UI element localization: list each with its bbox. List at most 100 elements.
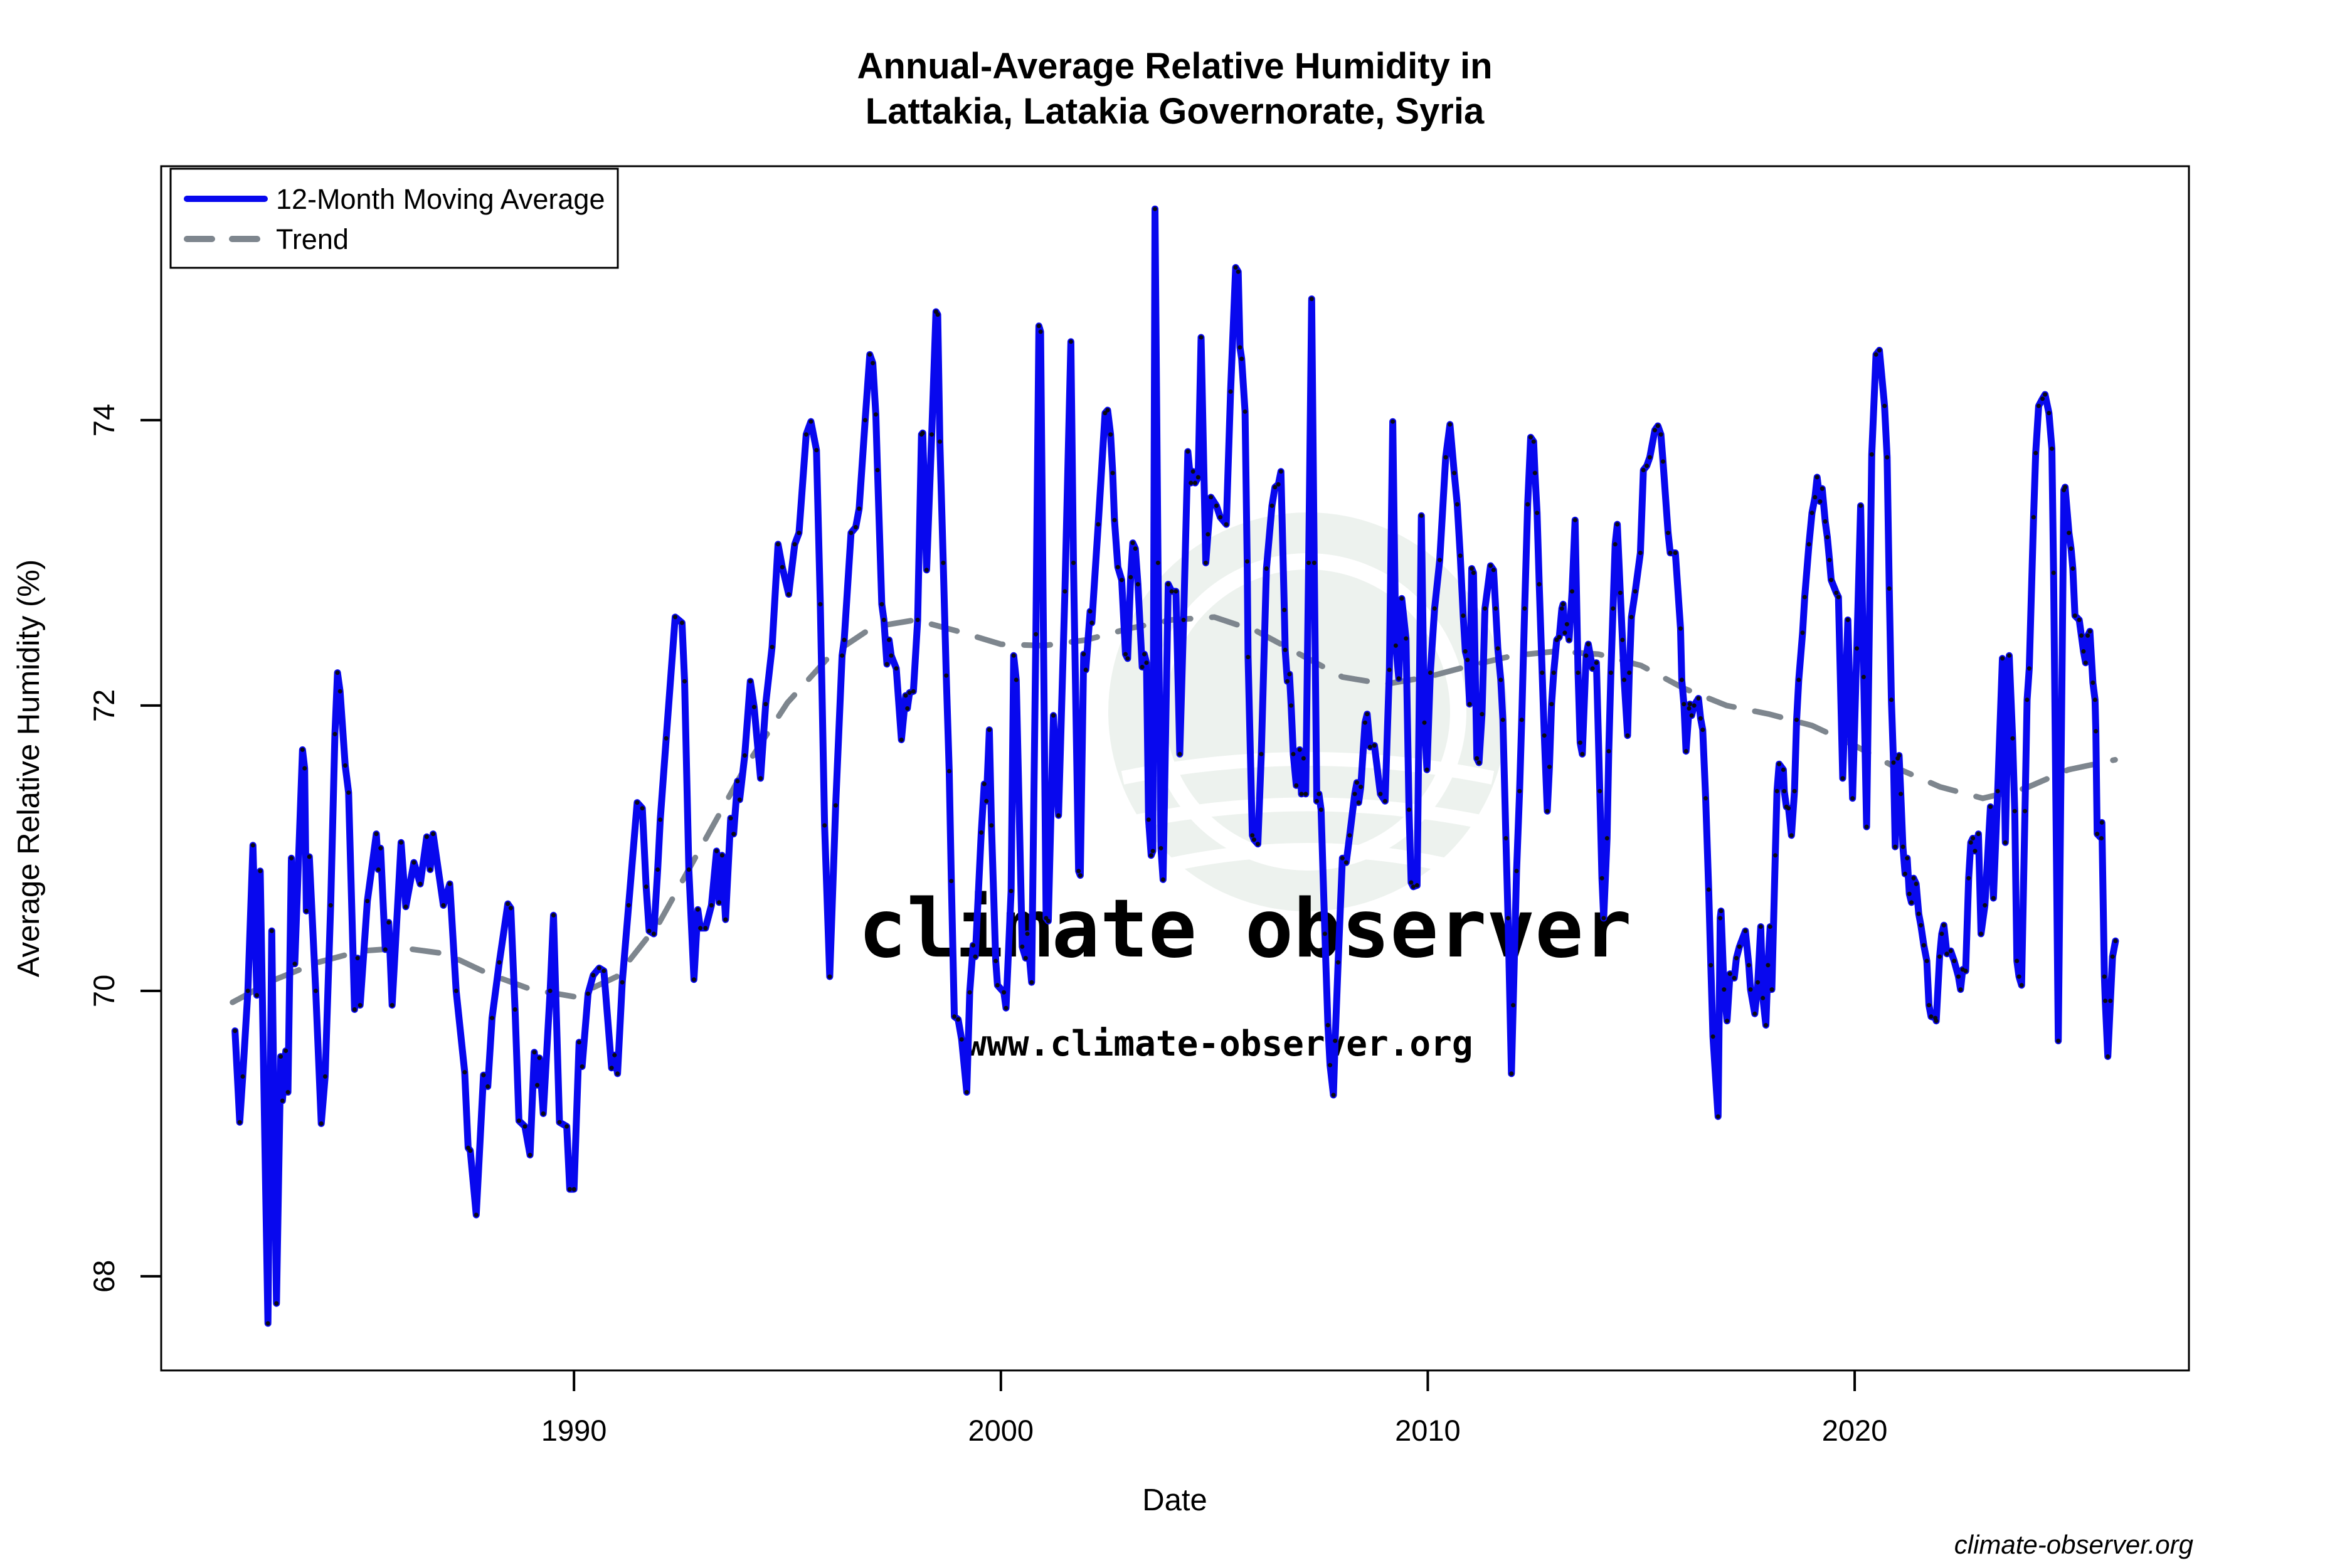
data-point-marker xyxy=(887,637,891,642)
data-point-marker xyxy=(319,1121,324,1126)
data-point-marker xyxy=(1036,324,1041,329)
data-point-marker xyxy=(580,1064,585,1069)
data-point-marker xyxy=(735,779,740,783)
data-point-marker xyxy=(571,1187,576,1192)
data-point-marker xyxy=(1608,670,1613,675)
trend-line xyxy=(230,614,2118,1005)
data-point-marker xyxy=(1613,542,1618,547)
data-point-marker xyxy=(1885,455,1890,460)
data-point-marker xyxy=(1679,677,1684,682)
data-point-marker xyxy=(1236,269,1241,274)
data-point-marker xyxy=(1316,792,1322,797)
data-point-marker xyxy=(1480,712,1485,717)
data-point-marker xyxy=(1599,876,1604,881)
data-point-marker xyxy=(2007,653,2011,658)
data-point-marker xyxy=(758,776,763,781)
data-point-marker xyxy=(1289,703,1294,708)
data-point-marker xyxy=(1166,582,1171,586)
data-point-marker xyxy=(2069,546,2074,551)
data-point-marker xyxy=(1135,582,1140,586)
data-point-marker xyxy=(1647,455,1652,460)
legend: 12-Month Moving Average Trend xyxy=(169,167,619,269)
data-point-marker xyxy=(1448,422,1453,427)
data-point-marker xyxy=(2090,681,2095,685)
data-point-marker xyxy=(949,879,954,884)
data-point-marker xyxy=(857,506,862,511)
data-point-marker xyxy=(1148,853,1153,858)
data-point-marker xyxy=(1020,944,1025,949)
data-point-marker xyxy=(1554,637,1559,642)
x-tick-label: 2010 xyxy=(1395,1414,1461,1447)
data-point-marker xyxy=(1678,626,1683,631)
data-point-marker xyxy=(1004,1005,1009,1010)
data-point-marker xyxy=(1108,432,1113,437)
data-point-marker xyxy=(300,747,305,752)
data-point-marker xyxy=(1806,542,1811,547)
data-point-marker xyxy=(1269,503,1274,508)
data-point-marker xyxy=(989,823,994,828)
data-point-marker xyxy=(541,1111,546,1116)
data-point-marker xyxy=(1792,788,1797,793)
data-point-marker xyxy=(1368,744,1372,750)
data-point-marker xyxy=(1158,845,1163,850)
data-point-marker xyxy=(1083,667,1088,672)
data-point-marker xyxy=(508,906,513,911)
data-point-marker xyxy=(374,832,379,837)
data-point-marker xyxy=(292,961,297,967)
data-point-marker xyxy=(2102,974,2107,979)
data-point-marker xyxy=(1796,677,1801,682)
data-point-marker xyxy=(376,867,381,872)
data-point-marker xyxy=(1517,788,1522,793)
data-point-marker xyxy=(647,928,652,933)
data-point-marker xyxy=(1794,718,1799,723)
data-point-marker xyxy=(1493,606,1498,611)
x-tick-label: 1990 xyxy=(541,1414,607,1447)
data-point-marker xyxy=(1889,697,1894,702)
data-point-marker xyxy=(1181,617,1186,622)
data-point-marker xyxy=(2063,485,2068,490)
data-point-marker xyxy=(2033,450,2038,455)
data-point-marker xyxy=(567,1187,572,1192)
data-point-marker xyxy=(849,531,854,536)
site-link[interactable]: climate-observer.org xyxy=(1954,1530,2193,1559)
data-point-marker xyxy=(1461,613,1466,618)
data-point-marker xyxy=(1160,877,1165,882)
data-point-marker xyxy=(924,568,929,573)
data-point-marker xyxy=(1301,756,1306,761)
data-point-marker xyxy=(714,849,719,854)
data-point-marker xyxy=(1396,676,1401,681)
data-point-marker xyxy=(1264,566,1269,571)
data-point-marker xyxy=(944,673,949,678)
data-point-marker xyxy=(1963,968,1968,973)
data-point-marker xyxy=(1809,511,1814,516)
data-point-marker xyxy=(930,432,934,437)
data-point-marker xyxy=(1306,560,1311,565)
data-point-marker xyxy=(1882,403,1887,408)
data-point-marker xyxy=(1195,475,1200,480)
data-point-marker xyxy=(1682,702,1687,707)
data-point-marker xyxy=(1782,788,1787,793)
data-point-marker xyxy=(982,781,987,787)
data-point-marker xyxy=(1393,643,1398,648)
data-point-marker xyxy=(1038,329,1043,334)
data-point-marker xyxy=(889,653,894,658)
data-point-marker xyxy=(1572,517,1577,522)
data-point-marker xyxy=(1944,951,1949,956)
data-point-marker xyxy=(1309,297,1314,302)
data-point-marker xyxy=(1438,558,1442,563)
data-point-marker xyxy=(1056,813,1061,818)
data-point-marker xyxy=(973,954,978,959)
x-axis-ticks: 1990 2000 2010 2020 xyxy=(541,1370,1887,1447)
data-point-marker xyxy=(1169,589,1174,594)
data-point-marker xyxy=(1829,578,1834,583)
data-point-marker xyxy=(2000,656,2005,661)
data-point-marker xyxy=(763,702,768,707)
data-point-marker xyxy=(2015,958,2020,963)
data-point-marker xyxy=(1907,891,1912,896)
data-point-marker xyxy=(862,418,867,423)
data-point-marker xyxy=(1777,761,1782,766)
data-point-marker xyxy=(959,1037,964,1042)
data-point-marker xyxy=(365,899,370,904)
data-point-marker xyxy=(1877,348,1882,352)
data-point-marker xyxy=(1905,856,1910,861)
